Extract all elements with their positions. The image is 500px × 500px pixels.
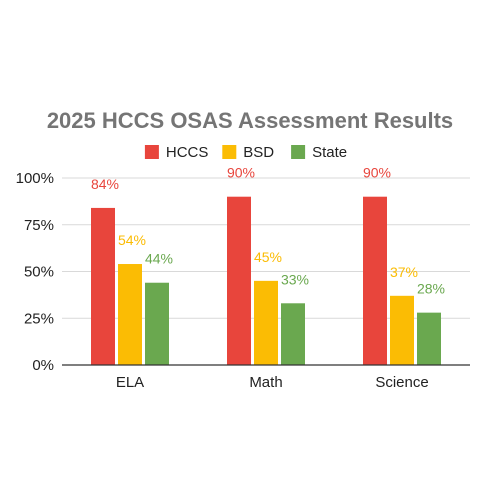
y-tick-label: 25%: [24, 310, 54, 327]
x-category-label: Math: [249, 374, 282, 391]
legend-swatch-hccs: [144, 145, 159, 159]
data-label-hccs-math: 90%: [227, 165, 255, 181]
x-axis-categories: ELA Math Science: [116, 374, 429, 391]
bars: [91, 196, 441, 365]
data-label-hccs-science: 90%: [363, 165, 391, 181]
legend: HCCS BSD State: [144, 144, 347, 161]
bar-hccs-science: [363, 196, 387, 365]
y-axis-ticks: 0% 25% 50% 75% 100%: [16, 170, 54, 374]
data-label-state-ela: 44%: [145, 251, 173, 267]
chart-title: 2025 HCCS OSAS Assessment Results: [47, 108, 453, 133]
bar-state-ela: [145, 282, 169, 365]
data-label-bsd-ela: 54%: [118, 232, 146, 248]
data-labels: 84% 54% 44% 90% 45% 33% 90% 37%28%: [91, 165, 445, 297]
bar-bsd-ela: [118, 264, 142, 365]
bar-bsd-math: [254, 280, 278, 365]
y-tick-label: 0%: [32, 357, 54, 374]
legend-label-hccs: HCCS: [166, 144, 209, 161]
data-label-state-science: 28%: [417, 281, 445, 297]
data-label-bsd-science: 37%: [390, 264, 418, 280]
data-label-state-math: 33%: [281, 271, 309, 287]
data-label-bsd-math: 45%: [254, 249, 282, 265]
bar-hccs-ela: [91, 207, 115, 365]
bar-hccs-math: [227, 196, 251, 365]
y-tick-label: 50%: [24, 264, 54, 281]
x-category-label: Science: [375, 374, 428, 391]
legend-label-bsd: BSD: [243, 144, 274, 161]
y-tick-label: 75%: [24, 217, 54, 234]
bar-state-math: [281, 303, 305, 365]
legend-swatch-bsd: [222, 145, 237, 159]
legend-label-state: State: [312, 144, 347, 161]
bar-bsd-science: [390, 295, 414, 365]
bar-state-science: [417, 312, 441, 365]
x-category-label: ELA: [116, 374, 144, 391]
data-label-hccs-ela: 84%: [91, 176, 119, 192]
legend-swatch-state: [291, 145, 306, 159]
y-tick-label: 100%: [16, 170, 54, 187]
